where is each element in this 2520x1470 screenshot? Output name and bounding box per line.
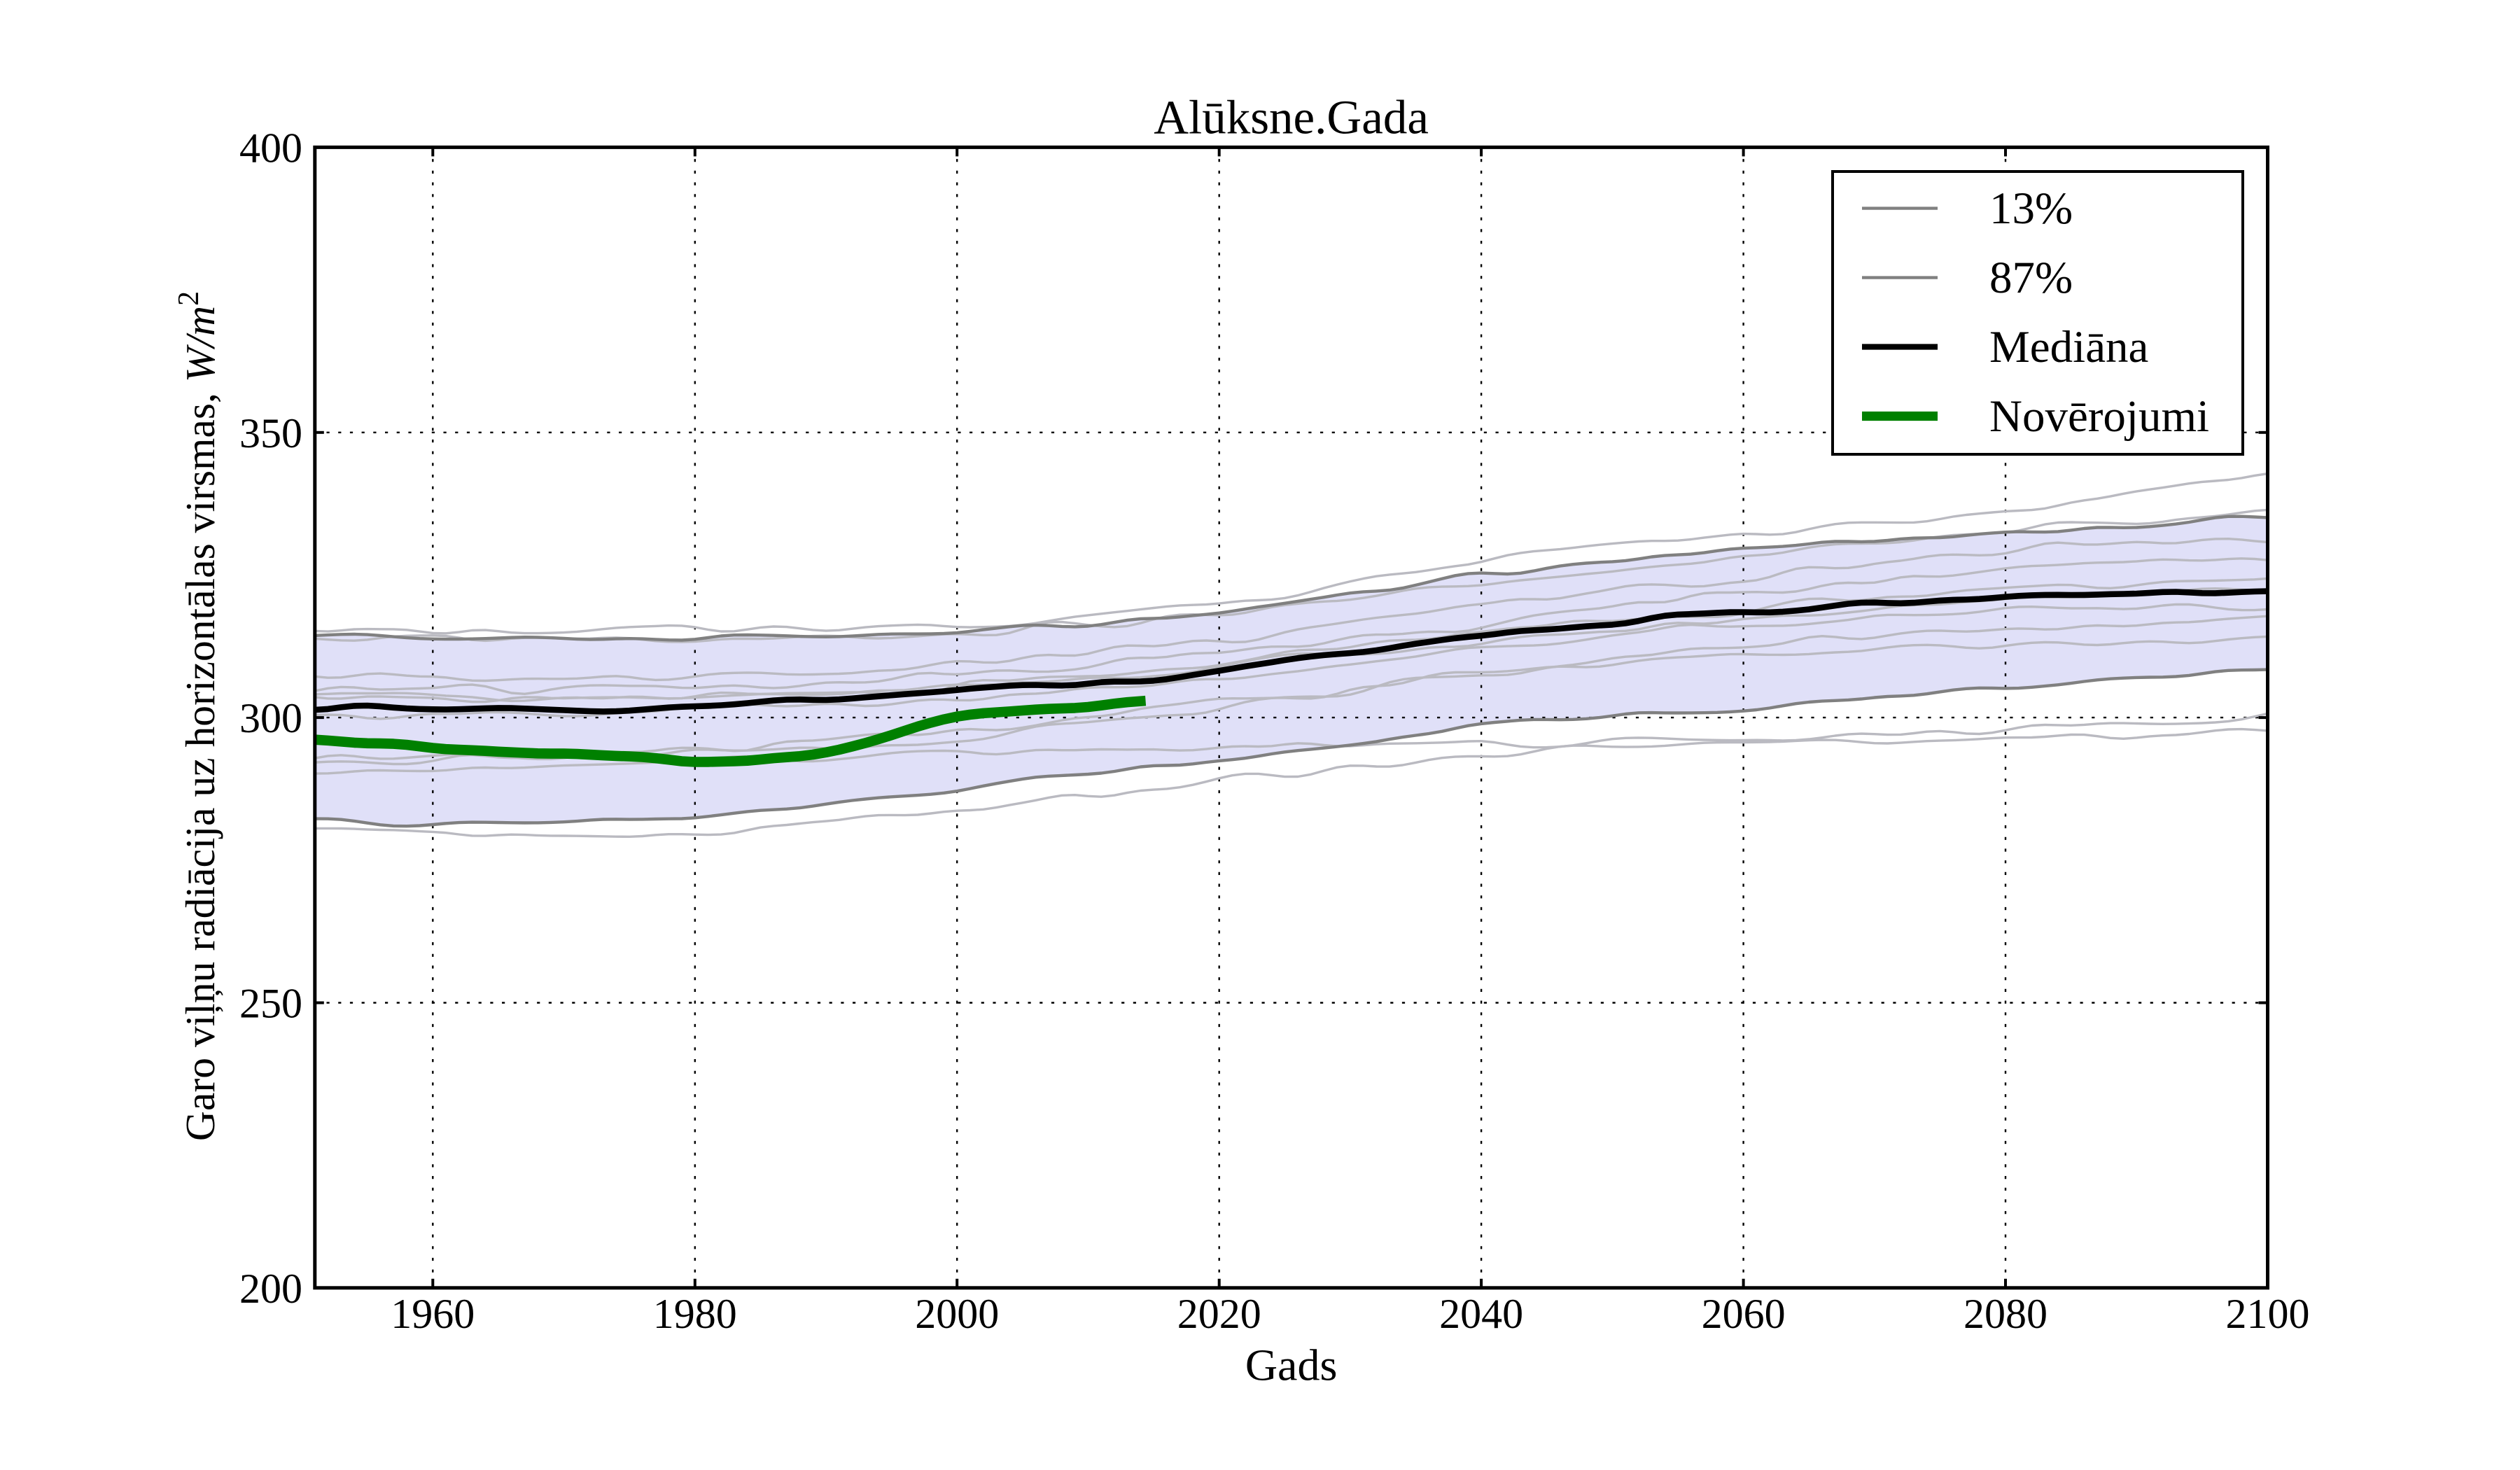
svg-text:13%: 13% [1989,183,2073,234]
svg-text:350: 350 [239,410,302,456]
svg-text:2060: 2060 [1702,1291,1786,1337]
svg-text:87%: 87% [1989,253,2073,303]
svg-text:Mediāna: Mediāna [1989,322,2148,372]
svg-text:2000: 2000 [915,1291,999,1337]
svg-text:1960: 1960 [391,1291,475,1337]
svg-text:250: 250 [239,981,302,1027]
svg-text:Novērojumi: Novērojumi [1989,391,2209,442]
svg-text:2100: 2100 [2226,1291,2310,1337]
svg-text:400: 400 [239,125,302,171]
svg-text:Garo viļņu radiācija uz horizo: Garo viļņu radiācija uz horizontālas vir… [173,291,223,1141]
svg-text:2020: 2020 [1177,1291,1261,1337]
svg-text:Alūksne.Gada: Alūksne.Gada [1154,91,1429,144]
svg-text:2080: 2080 [1963,1291,2047,1337]
svg-text:2040: 2040 [1439,1291,1523,1337]
svg-text:1980: 1980 [653,1291,737,1337]
svg-text:Gads: Gads [1245,1340,1338,1390]
svg-text:200: 200 [239,1266,302,1312]
svg-text:300: 300 [239,695,302,741]
